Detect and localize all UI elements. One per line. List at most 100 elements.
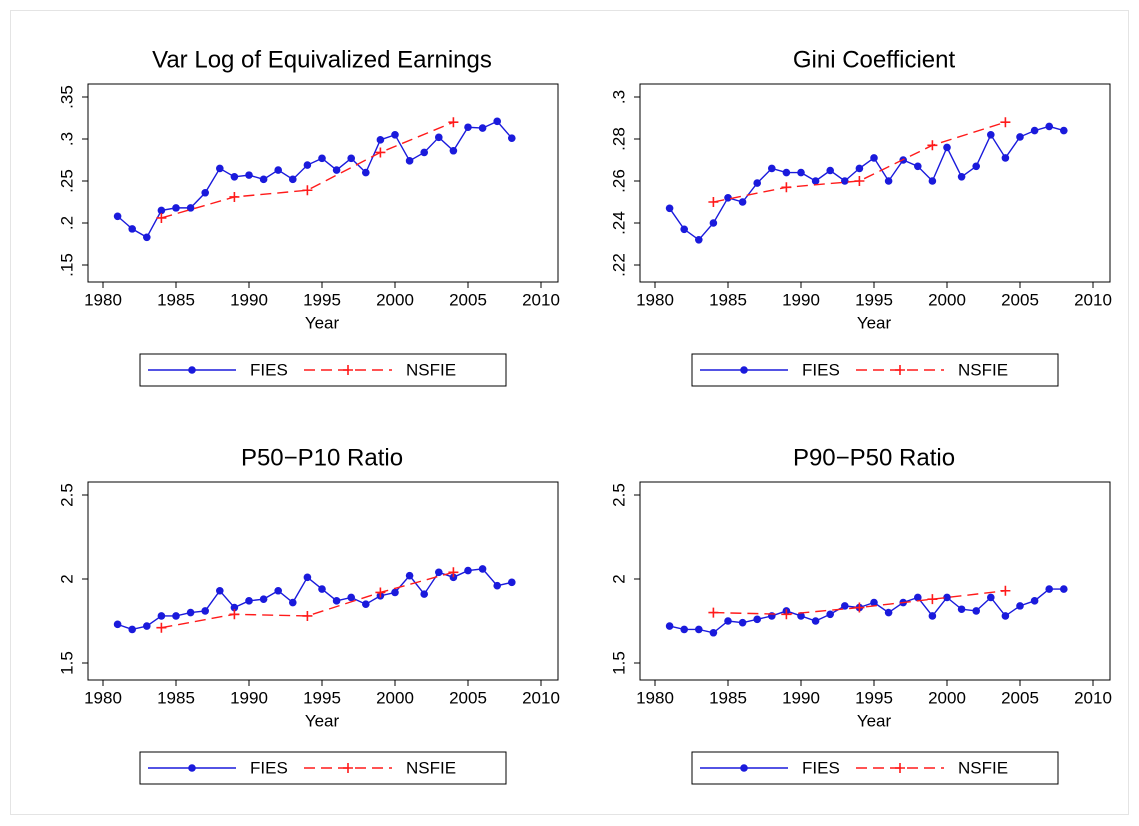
plot-area <box>87 83 559 283</box>
data-point <box>826 610 834 619</box>
y-tick-label: 2.5 <box>57 483 76 507</box>
legend-marker <box>895 365 905 375</box>
data-point <box>1045 585 1053 593</box>
y-tick-label: 1.5 <box>609 651 628 675</box>
data-point <box>302 610 313 621</box>
data-point <box>493 581 502 590</box>
y-tick-label: .24 <box>609 211 628 235</box>
x-tick-label: 1980 <box>636 688 674 707</box>
chart-title: P90−P50 Ratio <box>793 444 955 471</box>
legend-marker <box>740 366 748 374</box>
data-point <box>508 578 516 587</box>
data-point <box>987 593 995 602</box>
data-point <box>201 607 209 615</box>
data-point <box>230 173 239 181</box>
data-point <box>708 197 719 207</box>
data-point <box>797 168 805 177</box>
series-line <box>117 120 513 239</box>
data-point <box>143 233 151 242</box>
data-point <box>391 588 399 597</box>
legend-label: FIES <box>250 758 288 777</box>
data-point <box>274 586 283 595</box>
data-point <box>884 608 893 617</box>
x-tick-label: 1990 <box>230 688 268 707</box>
data-point <box>957 605 966 614</box>
data-point <box>405 157 414 165</box>
data-point <box>216 586 224 595</box>
data-point <box>405 571 414 580</box>
data-point <box>493 117 502 126</box>
data-point <box>708 607 719 618</box>
data-point <box>172 612 180 620</box>
x-tick-label: 2010 <box>522 688 560 707</box>
data-point <box>781 182 792 193</box>
data-point <box>172 204 180 212</box>
x-tick-label: 1985 <box>709 290 747 309</box>
legend-marker <box>343 763 353 773</box>
x-tick-label: 1980 <box>84 688 122 707</box>
y-tick-label: .26 <box>609 169 628 193</box>
data-point <box>229 191 240 202</box>
data-point <box>289 598 297 607</box>
y-tick-label: .28 <box>609 127 628 151</box>
x-tick-label: 2005 <box>1001 688 1039 707</box>
data-point <box>362 600 370 608</box>
data-point <box>420 590 429 598</box>
y-tick-label: 1.5 <box>57 651 76 675</box>
legend-label: NSFIE <box>958 758 1008 777</box>
data-point <box>782 168 791 177</box>
y-tick-label: .22 <box>609 253 628 277</box>
panel: P90−P50 Ratio 1.5 2 2.5 1980 1985 1990 1995 2000… <box>609 444 1112 785</box>
legend-marker <box>740 764 748 772</box>
x-tick-label: 2000 <box>928 290 966 309</box>
data-point <box>216 164 224 173</box>
x-tick-label: 1990 <box>782 688 820 707</box>
data-point <box>928 177 937 185</box>
data-point <box>1016 133 1024 141</box>
y-tick-label: 2 <box>609 574 628 583</box>
data-point <box>478 565 487 573</box>
data-point <box>855 164 864 173</box>
data-point <box>1030 126 1039 135</box>
chart-title: P50−P10 Ratio <box>241 444 403 471</box>
data-point <box>665 622 674 630</box>
data-point <box>332 166 341 174</box>
x-tick-label: 2005 <box>1001 290 1039 309</box>
x-tick-label: 1990 <box>782 290 820 309</box>
data-point <box>303 161 312 169</box>
data-point <box>157 612 166 620</box>
data-point <box>448 117 459 128</box>
data-point <box>375 147 386 158</box>
data-point <box>724 194 732 202</box>
data-point <box>156 622 167 633</box>
data-point <box>375 587 386 598</box>
data-point <box>435 133 443 142</box>
y-tick-label: 2 <box>57 574 76 583</box>
legend-label: FIES <box>802 758 840 777</box>
data-point <box>1045 122 1053 131</box>
data-point <box>347 154 356 163</box>
data-point <box>914 593 922 602</box>
data-point <box>797 612 805 620</box>
data-point <box>245 171 253 179</box>
data-point <box>724 617 732 625</box>
legend-label: NSFIE <box>406 360 456 379</box>
data-point <box>972 162 980 171</box>
data-point <box>347 593 356 602</box>
data-point <box>186 608 195 617</box>
data-point <box>391 131 399 139</box>
x-axis-label: Year <box>305 313 340 332</box>
plot-area <box>639 481 1111 681</box>
data-point <box>1000 585 1011 596</box>
data-point <box>768 164 776 173</box>
series-line <box>161 121 454 219</box>
y-tick-label: .15 <box>57 253 76 277</box>
data-point <box>680 225 688 234</box>
data-point <box>303 573 312 582</box>
x-axis-label: Year <box>305 711 340 730</box>
data-point <box>1001 612 1010 620</box>
data-point <box>464 123 472 132</box>
data-point <box>113 212 122 221</box>
data-point <box>449 146 458 155</box>
legend-marker <box>895 763 905 773</box>
